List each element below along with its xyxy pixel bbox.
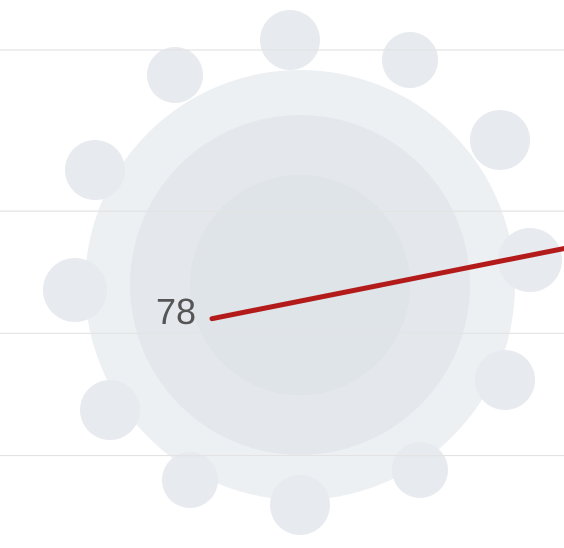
background-virus-image	[43, 10, 562, 535]
value-label: 78	[156, 291, 196, 332]
data-line	[209, 245, 564, 322]
